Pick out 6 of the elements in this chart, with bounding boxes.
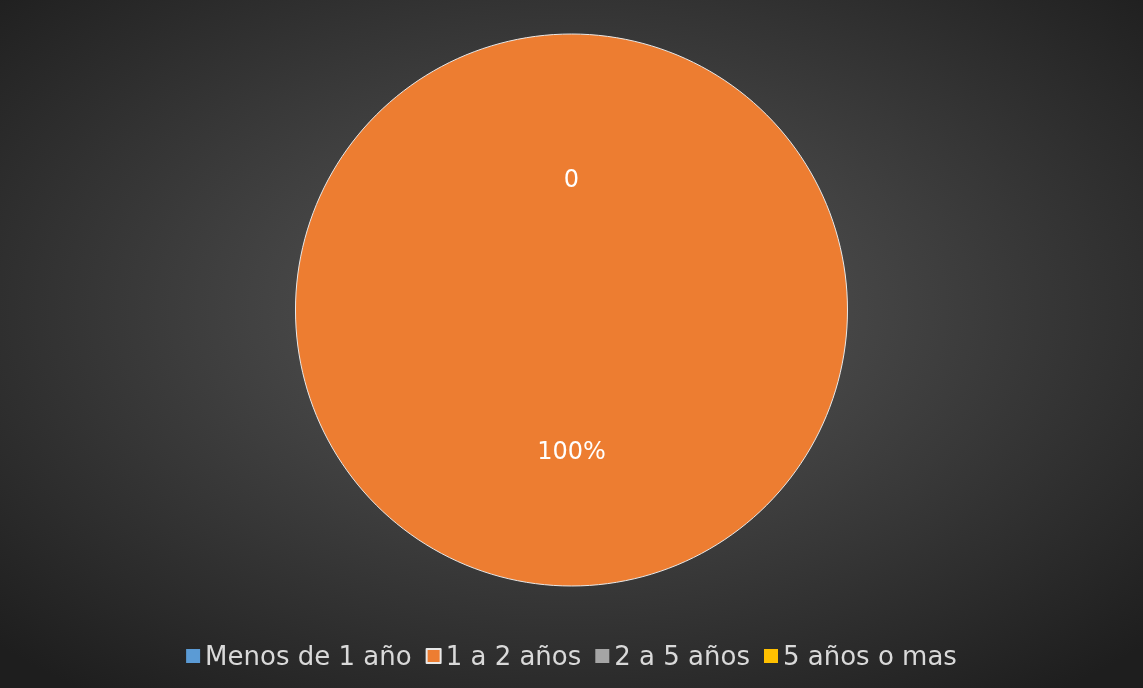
legend-label: 1 a 2 años	[445, 641, 582, 671]
legend-label: 2 a 5 años	[614, 641, 750, 671]
data-label: 100%	[537, 437, 606, 465]
text: 0	[563, 165, 580, 193]
legend-label: 5 años o mas	[782, 641, 957, 671]
legend-label: Menos de 1 año	[205, 641, 412, 671]
